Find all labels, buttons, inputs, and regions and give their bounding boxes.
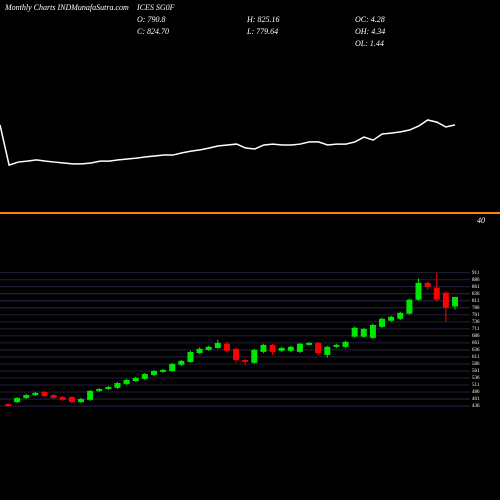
candle-body	[360, 328, 367, 337]
candle-body	[50, 395, 57, 398]
candle-body	[87, 390, 94, 400]
y-tick-label: 586	[472, 362, 480, 367]
candle-body	[452, 296, 458, 307]
candle-body	[342, 341, 349, 347]
candle-body	[287, 346, 294, 351]
candle-body	[397, 312, 404, 319]
y-tick-label: 436	[472, 404, 480, 409]
candle-body	[233, 348, 240, 361]
low-label: L: 779.64	[246, 27, 278, 36]
candle-body	[214, 342, 221, 348]
y-tick-label: 736	[472, 320, 480, 325]
candle-body	[160, 369, 167, 372]
ol-label: OL: 1.44	[355, 39, 384, 48]
y-tick-label: 661	[472, 341, 480, 346]
y-tick-label: 686	[472, 334, 480, 339]
candle-body	[333, 344, 340, 347]
candle-body	[141, 374, 148, 379]
candle-body	[315, 342, 322, 354]
candle-body	[68, 397, 75, 403]
candle-body	[59, 397, 66, 400]
y-tick-label: 511	[472, 383, 480, 388]
candle-body	[424, 282, 431, 287]
candle-body	[388, 316, 395, 321]
candle-body	[296, 343, 303, 352]
candle-body	[242, 360, 249, 362]
candle-body	[23, 395, 30, 398]
candle-body	[132, 378, 139, 382]
y-tick-label: 886	[472, 278, 480, 283]
candle-body	[260, 344, 267, 352]
candle-body	[379, 318, 386, 327]
reference-label: 40	[477, 216, 485, 225]
y-tick-label: 911	[472, 271, 480, 276]
y-tick-label: 536	[472, 376, 480, 381]
candle-body	[187, 351, 194, 362]
candle-body	[223, 343, 230, 351]
symbol: ICES SG0F	[136, 3, 175, 12]
candle-body	[278, 347, 285, 351]
candle-body	[442, 292, 449, 308]
candle-body	[205, 346, 212, 350]
candle-body	[178, 360, 185, 365]
candle-body	[196, 348, 203, 354]
candle-body	[306, 342, 313, 345]
y-tick-label: 786	[472, 306, 480, 311]
candle-body	[369, 324, 376, 338]
candle-body	[406, 299, 413, 314]
candle-body	[269, 344, 276, 352]
y-tick-label: 461	[472, 397, 480, 402]
candle-body	[96, 388, 103, 391]
high-label: H: 825.16	[246, 15, 279, 24]
candle-body	[351, 327, 358, 337]
candle-body	[324, 346, 331, 355]
y-tick-label: 861	[472, 285, 480, 290]
candle-body	[14, 397, 21, 403]
candle-body	[415, 282, 422, 300]
close-label: C: 824.70	[137, 27, 169, 36]
candle-body	[169, 363, 176, 371]
candle-body	[105, 386, 112, 389]
candle-body	[433, 287, 440, 300]
candle-body	[123, 379, 130, 384]
candle-body	[150, 370, 157, 375]
candle-body	[114, 383, 121, 388]
y-tick-label: 486	[472, 390, 480, 395]
candle-body	[5, 404, 11, 407]
y-tick-label: 836	[472, 292, 480, 297]
indicator-line	[0, 119, 456, 167]
oc-label: OC: 4.28	[355, 15, 385, 24]
y-tick-label: 761	[472, 313, 480, 318]
open-label: O: 790.8	[137, 15, 165, 24]
candle-body	[32, 392, 39, 396]
y-tick-label: 811	[472, 299, 480, 304]
site-label: Monthly Charts INDMunafaSutra.com	[4, 3, 129, 12]
y-tick-label: 636	[472, 348, 480, 353]
oh-label: OH: 4.34	[355, 27, 385, 36]
y-tick-label: 711	[472, 327, 480, 332]
candle-body	[77, 399, 84, 403]
candle-body	[251, 349, 258, 363]
y-tick-label: 611	[472, 355, 480, 360]
y-tick-label: 561	[472, 369, 480, 374]
candle-body	[41, 392, 48, 396]
